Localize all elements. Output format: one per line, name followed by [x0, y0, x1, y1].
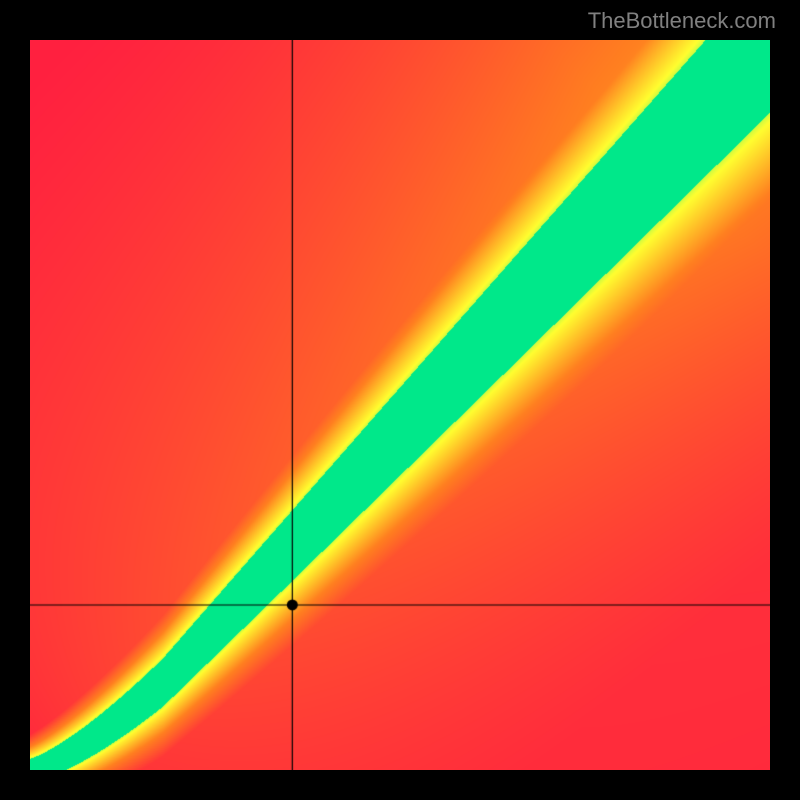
watermark-text: TheBottleneck.com	[588, 8, 776, 34]
chart-container: TheBottleneck.com	[0, 0, 800, 800]
heatmap-canvas	[30, 40, 770, 770]
heatmap-plot	[30, 40, 770, 770]
